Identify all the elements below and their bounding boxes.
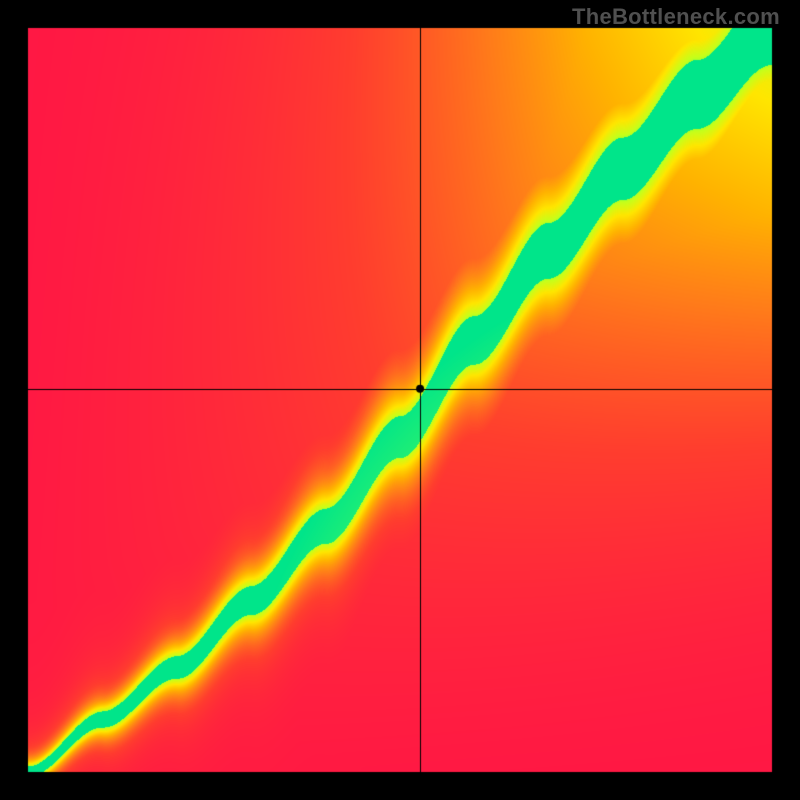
heatmap-canvas xyxy=(0,0,800,800)
watermark-label: TheBottleneck.com xyxy=(572,4,780,30)
